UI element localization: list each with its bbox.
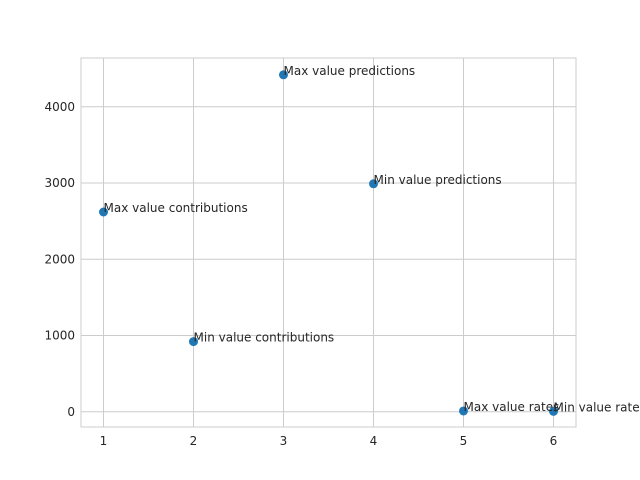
point-label: Min value predictions [374, 173, 502, 187]
point-labels: Max value contributions Min value contrib… [104, 64, 640, 415]
point-label: Max value rates [464, 400, 560, 414]
y-tick-label: 2000 [44, 252, 75, 266]
x-tick-label: 1 [100, 434, 108, 448]
y-axis-ticks: 0 1000 2000 3000 4000 [44, 100, 75, 419]
y-tick-label: 1000 [44, 329, 75, 343]
point-label: Min value contributions [194, 331, 335, 345]
y-tick-label: 4000 [44, 100, 75, 114]
grid [81, 58, 576, 427]
y-tick-label: 3000 [44, 176, 75, 190]
data-point [459, 406, 468, 416]
point-label: Max value contributions [104, 201, 248, 215]
x-tick-label: 2 [190, 434, 198, 448]
data-points [99, 70, 558, 416]
x-tick-label: 5 [460, 434, 468, 448]
data-point [549, 406, 558, 416]
point-label: Min value rates [554, 400, 640, 414]
x-tick-label: 4 [370, 434, 378, 448]
x-axis-ticks: 1 2 3 4 5 6 [100, 434, 558, 448]
axes-frame [80, 57, 577, 428]
x-tick-label: 3 [280, 434, 288, 448]
y-tick-label: 0 [67, 405, 75, 419]
data-point [189, 337, 198, 347]
point-label: Max value predictions [284, 64, 416, 78]
data-point [99, 207, 108, 217]
data-point [369, 179, 378, 189]
x-tick-label: 6 [550, 434, 558, 448]
data-point [279, 70, 288, 80]
